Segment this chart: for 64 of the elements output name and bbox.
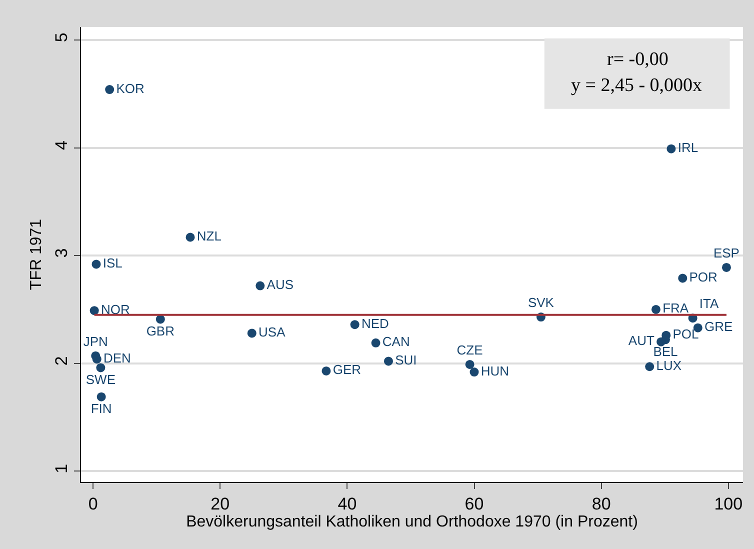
x-axis-title: Bevölkerungsanteil Katholiken und Orthodoxe 1970 (in Prozent) — [186, 513, 638, 530]
data-label: ITA — [699, 296, 720, 312]
x-tick-label: 100 — [714, 494, 743, 514]
point — [92, 260, 101, 269]
point — [656, 337, 666, 346]
data-label: GRE — [704, 319, 734, 334]
data-label: USA — [258, 324, 286, 340]
annotation: r= -0,00 — [607, 49, 668, 70]
data-label: CZE — [456, 342, 484, 358]
y-tick-label: 5 — [52, 32, 72, 42]
data-label: ISL — [102, 255, 122, 270]
data-label: AUT — [628, 333, 654, 348]
point — [645, 362, 654, 372]
data-label: POL — [672, 326, 699, 342]
point — [465, 360, 474, 369]
data-label: SUI — [395, 352, 417, 368]
point — [678, 274, 688, 283]
data-label: LUX — [656, 358, 682, 373]
annotation: y = 2,45 - 0,000x — [571, 75, 703, 96]
point — [651, 304, 660, 314]
data-label: JPN — [83, 334, 108, 349]
data-label: NZL — [196, 228, 222, 244]
data-label: IRL — [678, 140, 698, 156]
data-label: NED — [361, 316, 389, 331]
data-label: CAN — [382, 334, 410, 350]
point — [722, 262, 731, 272]
data-label: ESP — [713, 246, 740, 261]
data-label: SVK — [528, 295, 554, 310]
data-label: FRA — [662, 300, 689, 316]
data-label: SWE — [86, 372, 116, 388]
point — [371, 338, 380, 348]
x-tick-label: 0 — [88, 494, 98, 514]
point — [90, 306, 99, 316]
x-tick-label: 80 — [592, 494, 611, 514]
point — [322, 366, 331, 376]
data-label: KOR — [116, 80, 144, 96]
y-tick-label: 2 — [52, 356, 72, 366]
data-label: BEL — [653, 344, 678, 360]
y-tick-label: 1 — [52, 464, 72, 474]
point — [96, 392, 106, 402]
point — [186, 232, 195, 242]
data-label: POR — [689, 269, 718, 284]
data-label: HUN — [480, 363, 510, 378]
data-label: GER — [332, 362, 362, 378]
y-tick-label: 3 — [52, 248, 72, 258]
point — [92, 354, 102, 364]
data-label: GBR — [146, 324, 174, 339]
data-label: DEN — [104, 350, 131, 366]
point — [350, 320, 360, 330]
point — [105, 85, 114, 94]
y-tick-label: 4 — [52, 140, 72, 150]
x-tick-label: 20 — [210, 494, 230, 514]
point — [470, 368, 479, 377]
point — [256, 281, 265, 290]
point — [247, 328, 256, 338]
point — [384, 356, 393, 366]
data-label: AUS — [266, 277, 294, 292]
x-tick-label: 60 — [464, 494, 484, 514]
point — [666, 144, 676, 154]
data-label: FIN — [90, 401, 112, 416]
point — [96, 363, 106, 372]
y-axis-title: TFR 1971 — [28, 218, 46, 290]
x-tick-label: 40 — [338, 494, 357, 514]
data-label: NOR — [100, 302, 130, 317]
